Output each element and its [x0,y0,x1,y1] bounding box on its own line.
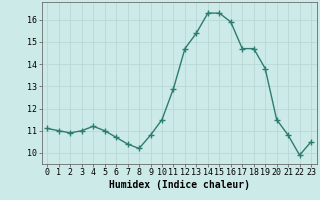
X-axis label: Humidex (Indice chaleur): Humidex (Indice chaleur) [109,180,250,190]
